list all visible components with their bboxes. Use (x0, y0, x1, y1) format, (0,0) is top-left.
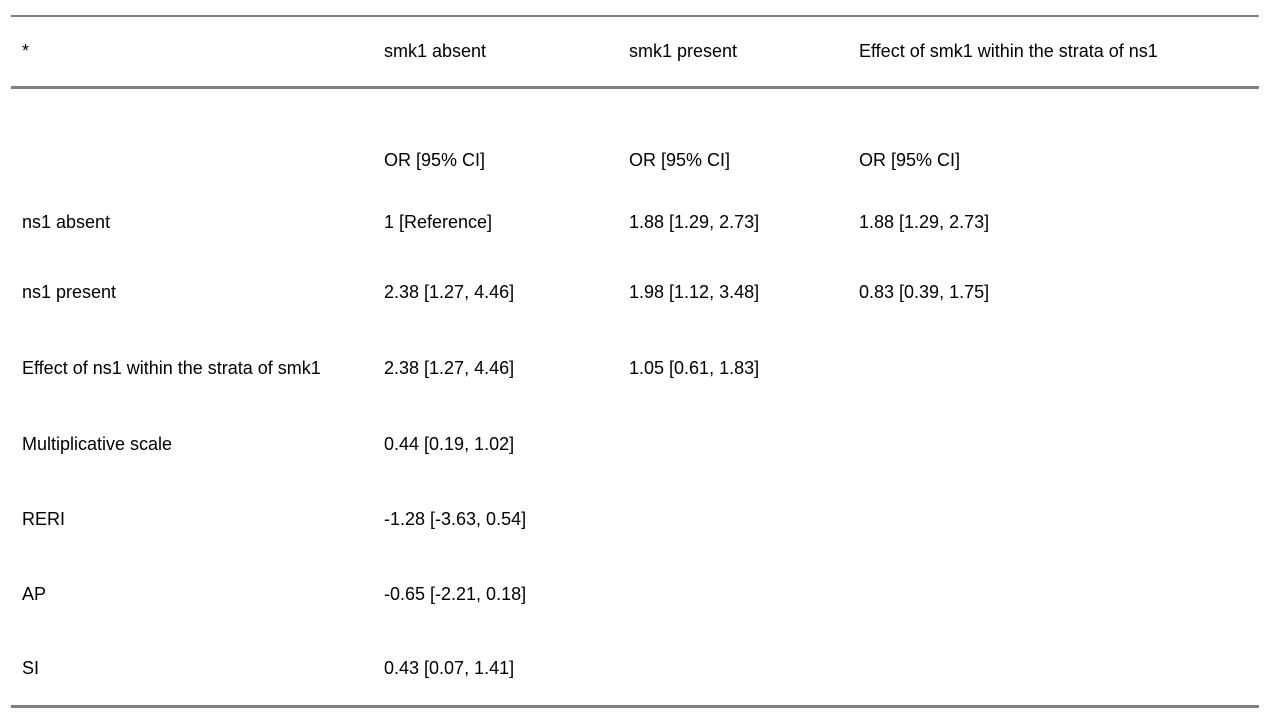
table-row-reri: RERI -1.28 [-3.63, 0.54] (11, 482, 1259, 557)
table-header-row: * smk1 absent smk1 present Effect of smk… (11, 16, 1259, 89)
cell-value (629, 632, 859, 706)
cell-value: 0.83 [0.39, 1.75] (859, 282, 990, 302)
interaction-results-table: * smk1 absent smk1 present Effect of smk… (11, 15, 1259, 708)
subheader-or-ci-2: OR [95% CI] (629, 150, 731, 170)
row-label: ns1 absent (22, 211, 111, 232)
table-row-ns1-absent: ns1 absent 1 [Reference] 1.88 [1.29, 2.7… (11, 189, 1259, 255)
cell-value (629, 407, 859, 482)
column-header-smk1-present: smk1 present (629, 16, 859, 89)
cell-value: 1.05 [0.61, 1.83] (629, 358, 760, 378)
results-table-container: * smk1 absent smk1 present Effect of smk… (11, 15, 1259, 708)
table-row-multiplicative-scale: Multiplicative scale 0.44 [0.19, 1.02] (11, 407, 1259, 482)
corner-asterisk-label: * (11, 16, 384, 89)
column-header-effect-smk1: Effect of smk1 within the strata of ns1 (859, 16, 1259, 89)
cell-value: 1.88 [1.29, 2.73] (629, 211, 760, 232)
column-header-smk1-absent: smk1 absent (384, 16, 629, 89)
cell-value: 1.98 [1.12, 3.48] (629, 282, 760, 302)
cell-value: 0.43 [0.07, 1.41] (384, 657, 515, 678)
row-label: ns1 present (22, 282, 117, 302)
cell-value: 2.38 [1.27, 4.46] (384, 282, 515, 302)
cell-value (629, 482, 859, 557)
cell-value (859, 632, 1259, 706)
cell-value: -1.28 [-3.63, 0.54] (384, 509, 527, 529)
row-label (11, 87, 384, 189)
cell-value: 1 [Reference] (384, 211, 493, 232)
cell-value (859, 407, 1259, 482)
cell-value: 0.44 [0.19, 1.02] (384, 434, 515, 454)
row-label: Multiplicative scale (22, 434, 173, 454)
cell-value: 1.88 [1.29, 2.73] (859, 211, 990, 232)
row-label: Effect of ns1 within the strata of smk1 (22, 358, 321, 378)
subheader-or-ci-1: OR [95% CI] (384, 150, 486, 170)
row-label: SI (22, 657, 40, 678)
table-row-ap: AP -0.65 [-2.21, 0.18] (11, 557, 1259, 632)
table-row-si: SI 0.43 [0.07, 1.41] (11, 632, 1259, 706)
cell-value: -0.65 [-2.21, 0.18] (384, 584, 527, 604)
cell-value (629, 557, 859, 632)
cell-value (859, 557, 1259, 632)
subheader-or-ci-3: OR [95% CI] (859, 150, 961, 170)
cell-value (859, 330, 1259, 407)
cell-value (859, 482, 1259, 557)
subheader-row: OR [95% CI] OR [95% CI] OR [95% CI] (11, 87, 1259, 189)
table-row-ns1-present: ns1 present 2.38 [1.27, 4.46] 1.98 [1.12… (11, 255, 1259, 330)
table-row-effect-ns1: Effect of ns1 within the strata of smk1 … (11, 330, 1259, 407)
row-label: AP (22, 584, 47, 604)
cell-value: 2.38 [1.27, 4.46] (384, 358, 515, 378)
row-label: RERI (22, 509, 66, 529)
